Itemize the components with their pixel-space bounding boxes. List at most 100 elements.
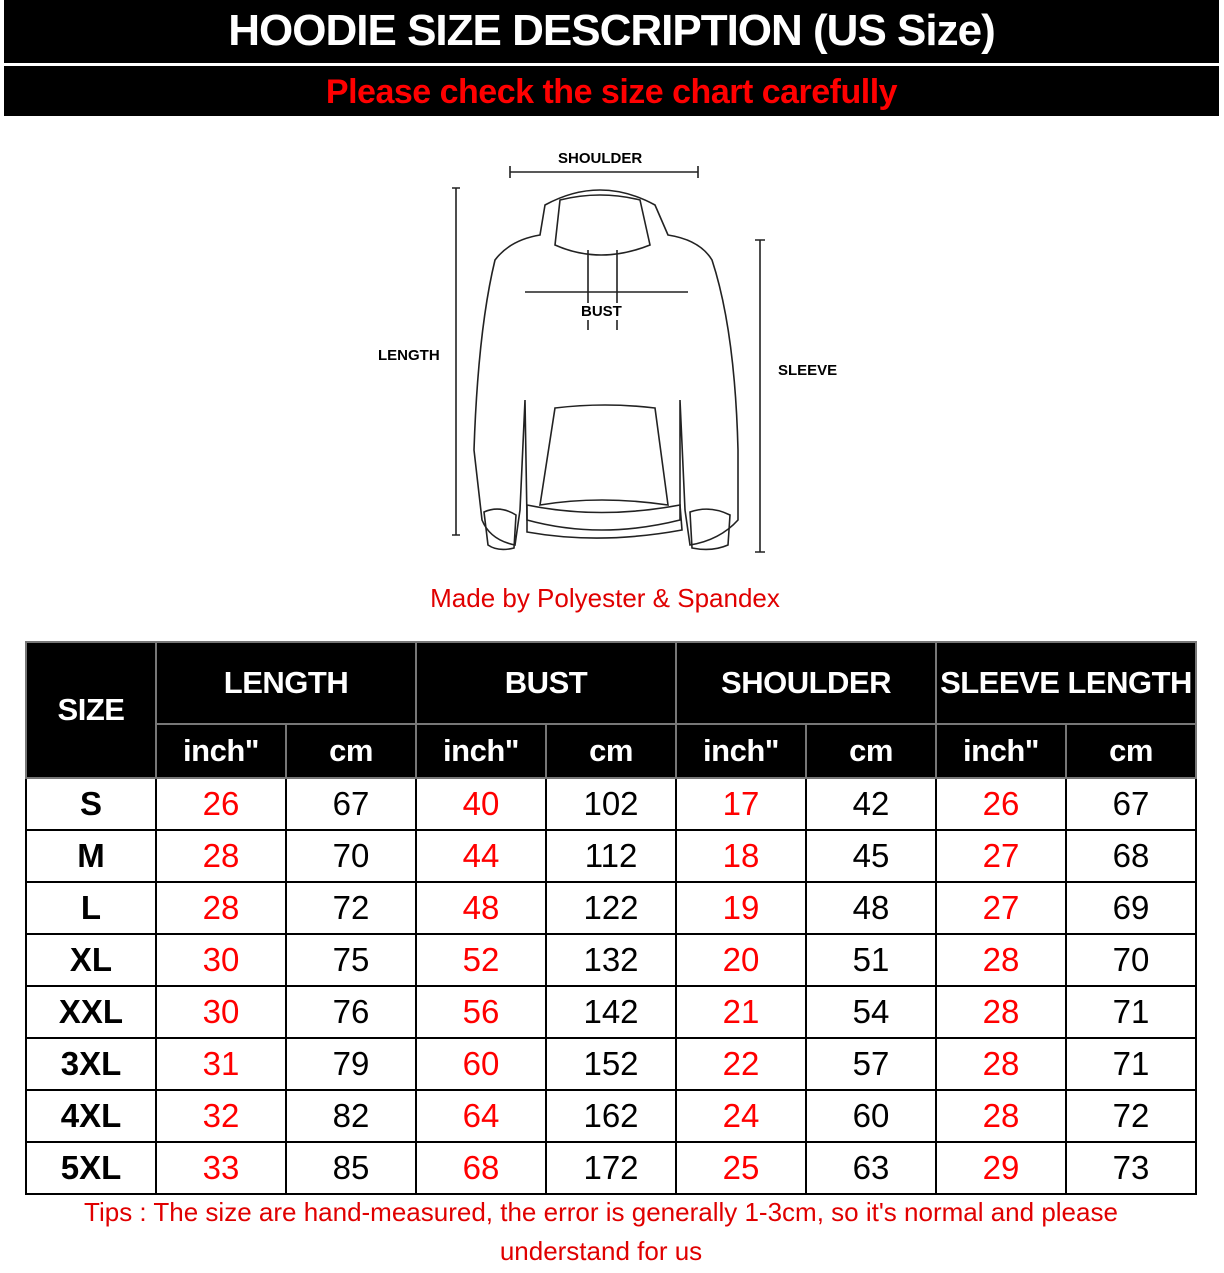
inch-value-cell: 28 [935, 1037, 1067, 1091]
cm-value-cell: 48 [805, 881, 937, 935]
unit-header-cm: cm [805, 723, 937, 779]
unit-header-cm: cm [1065, 723, 1197, 779]
cm-value-cell: 152 [545, 1037, 677, 1091]
table-row: 5XL 33 85 68 172 25 63 29 73 [25, 1141, 1197, 1195]
unit-header-cm: cm [285, 723, 417, 779]
cm-value-cell: 122 [545, 881, 677, 935]
group-header-length: LENGTH [155, 641, 417, 725]
inch-value-cell: 20 [675, 933, 807, 987]
sleeve-label: SLEEVE [778, 362, 838, 379]
inch-value-cell: 26 [935, 777, 1067, 831]
inch-value-cell: 52 [415, 933, 547, 987]
cm-value-cell: 60 [805, 1089, 937, 1143]
inch-value-cell: 17 [675, 777, 807, 831]
cm-value-cell: 57 [805, 1037, 937, 1091]
size-cell: 3XL [25, 1037, 157, 1091]
unit-header-cm: cm [545, 723, 677, 779]
cm-value-cell: 82 [285, 1089, 417, 1143]
cm-value-cell: 68 [1065, 829, 1197, 883]
inch-value-cell: 60 [415, 1037, 547, 1091]
material-note: Made by Polyester & Spandex [430, 583, 780, 613]
cm-value-cell: 73 [1065, 1141, 1197, 1195]
inch-value-cell: 40 [415, 777, 547, 831]
cm-value-cell: 71 [1065, 1037, 1197, 1091]
inch-value-cell: 27 [935, 829, 1067, 883]
cm-value-cell: 63 [805, 1141, 937, 1195]
page-subtitle: Please check the size chart carefully [4, 66, 1219, 116]
cm-value-cell: 51 [805, 933, 937, 987]
cm-value-cell: 76 [285, 985, 417, 1039]
size-table: SIZE LENGTH BUST SHOULDER SLEEVE LENGTH … [25, 641, 1197, 1195]
cm-value-cell: 54 [805, 985, 937, 1039]
inch-value-cell: 28 [155, 829, 287, 883]
cm-value-cell: 132 [545, 933, 677, 987]
inch-value-cell: 28 [935, 985, 1067, 1039]
size-cell: XL [25, 933, 157, 987]
cm-value-cell: 70 [1065, 933, 1197, 987]
inch-value-cell: 27 [935, 881, 1067, 935]
inch-value-cell: 19 [675, 881, 807, 935]
inch-value-cell: 25 [675, 1141, 807, 1195]
inch-value-cell: 28 [155, 881, 287, 935]
tips-note: Tips : The size are hand-measured, the e… [84, 1197, 1118, 1266]
inch-value-cell: 26 [155, 777, 287, 831]
size-cell: 4XL [25, 1089, 157, 1143]
inch-value-cell: 21 [675, 985, 807, 1039]
cm-value-cell: 45 [805, 829, 937, 883]
size-cell: L [25, 881, 157, 935]
unit-header-inch: inch" [155, 723, 287, 779]
cm-value-cell: 85 [285, 1141, 417, 1195]
inch-value-cell: 32 [155, 1089, 287, 1143]
inch-value-cell: 68 [415, 1141, 547, 1195]
unit-header-inch: inch" [675, 723, 807, 779]
cm-value-cell: 142 [545, 985, 677, 1039]
size-cell: XXL [25, 985, 157, 1039]
size-cell: S [25, 777, 157, 831]
unit-header-inch: inch" [935, 723, 1067, 779]
cm-value-cell: 67 [1065, 777, 1197, 831]
cm-value-cell: 67 [285, 777, 417, 831]
inch-value-cell: 31 [155, 1037, 287, 1091]
table-row: L 28 72 48 122 19 48 27 69 [25, 881, 1197, 935]
inch-value-cell: 29 [935, 1141, 1067, 1195]
cm-value-cell: 102 [545, 777, 677, 831]
cm-value-cell: 69 [1065, 881, 1197, 935]
hoodie-illustration [452, 166, 765, 553]
length-label: LENGTH [378, 347, 440, 364]
bust-label: BUST [581, 303, 622, 320]
table-row: XXL 30 76 56 142 21 54 28 71 [25, 985, 1197, 1039]
size-header: SIZE [25, 641, 157, 779]
inch-value-cell: 44 [415, 829, 547, 883]
group-header-bust: BUST [415, 641, 677, 725]
table-row: 3XL 31 79 60 152 22 57 28 71 [25, 1037, 1197, 1091]
inch-value-cell: 56 [415, 985, 547, 1039]
inch-value-cell: 48 [415, 881, 547, 935]
group-header-shoulder: SHOULDER [675, 641, 937, 725]
unit-header-inch: inch" [415, 723, 547, 779]
inch-value-cell: 33 [155, 1141, 287, 1195]
inch-value-cell: 22 [675, 1037, 807, 1091]
cm-value-cell: 42 [805, 777, 937, 831]
group-header-sleeve-length: SLEEVE LENGTH [935, 641, 1197, 725]
size-cell: M [25, 829, 157, 883]
shoulder-label: SHOULDER [558, 150, 643, 167]
inch-value-cell: 18 [675, 829, 807, 883]
table-row: S 26 67 40 102 17 42 26 67 [25, 777, 1197, 831]
table-row: XL 30 75 52 132 20 51 28 70 [25, 933, 1197, 987]
page-title: HOODIE SIZE DESCRIPTION (US Size) [4, 0, 1219, 63]
cm-value-cell: 71 [1065, 985, 1197, 1039]
inch-value-cell: 28 [935, 933, 1067, 987]
size-cell: 5XL [25, 1141, 157, 1195]
cm-value-cell: 75 [285, 933, 417, 987]
cm-value-cell: 162 [545, 1089, 677, 1143]
inch-value-cell: 30 [155, 985, 287, 1039]
cm-value-cell: 70 [285, 829, 417, 883]
inch-value-cell: 30 [155, 933, 287, 987]
table-row: 4XL 32 82 64 162 24 60 28 72 [25, 1089, 1197, 1143]
cm-value-cell: 79 [285, 1037, 417, 1091]
cm-value-cell: 72 [285, 881, 417, 935]
cm-value-cell: 172 [545, 1141, 677, 1195]
inch-value-cell: 64 [415, 1089, 547, 1143]
cm-value-cell: 72 [1065, 1089, 1197, 1143]
table-row: M 28 70 44 112 18 45 27 68 [25, 829, 1197, 883]
